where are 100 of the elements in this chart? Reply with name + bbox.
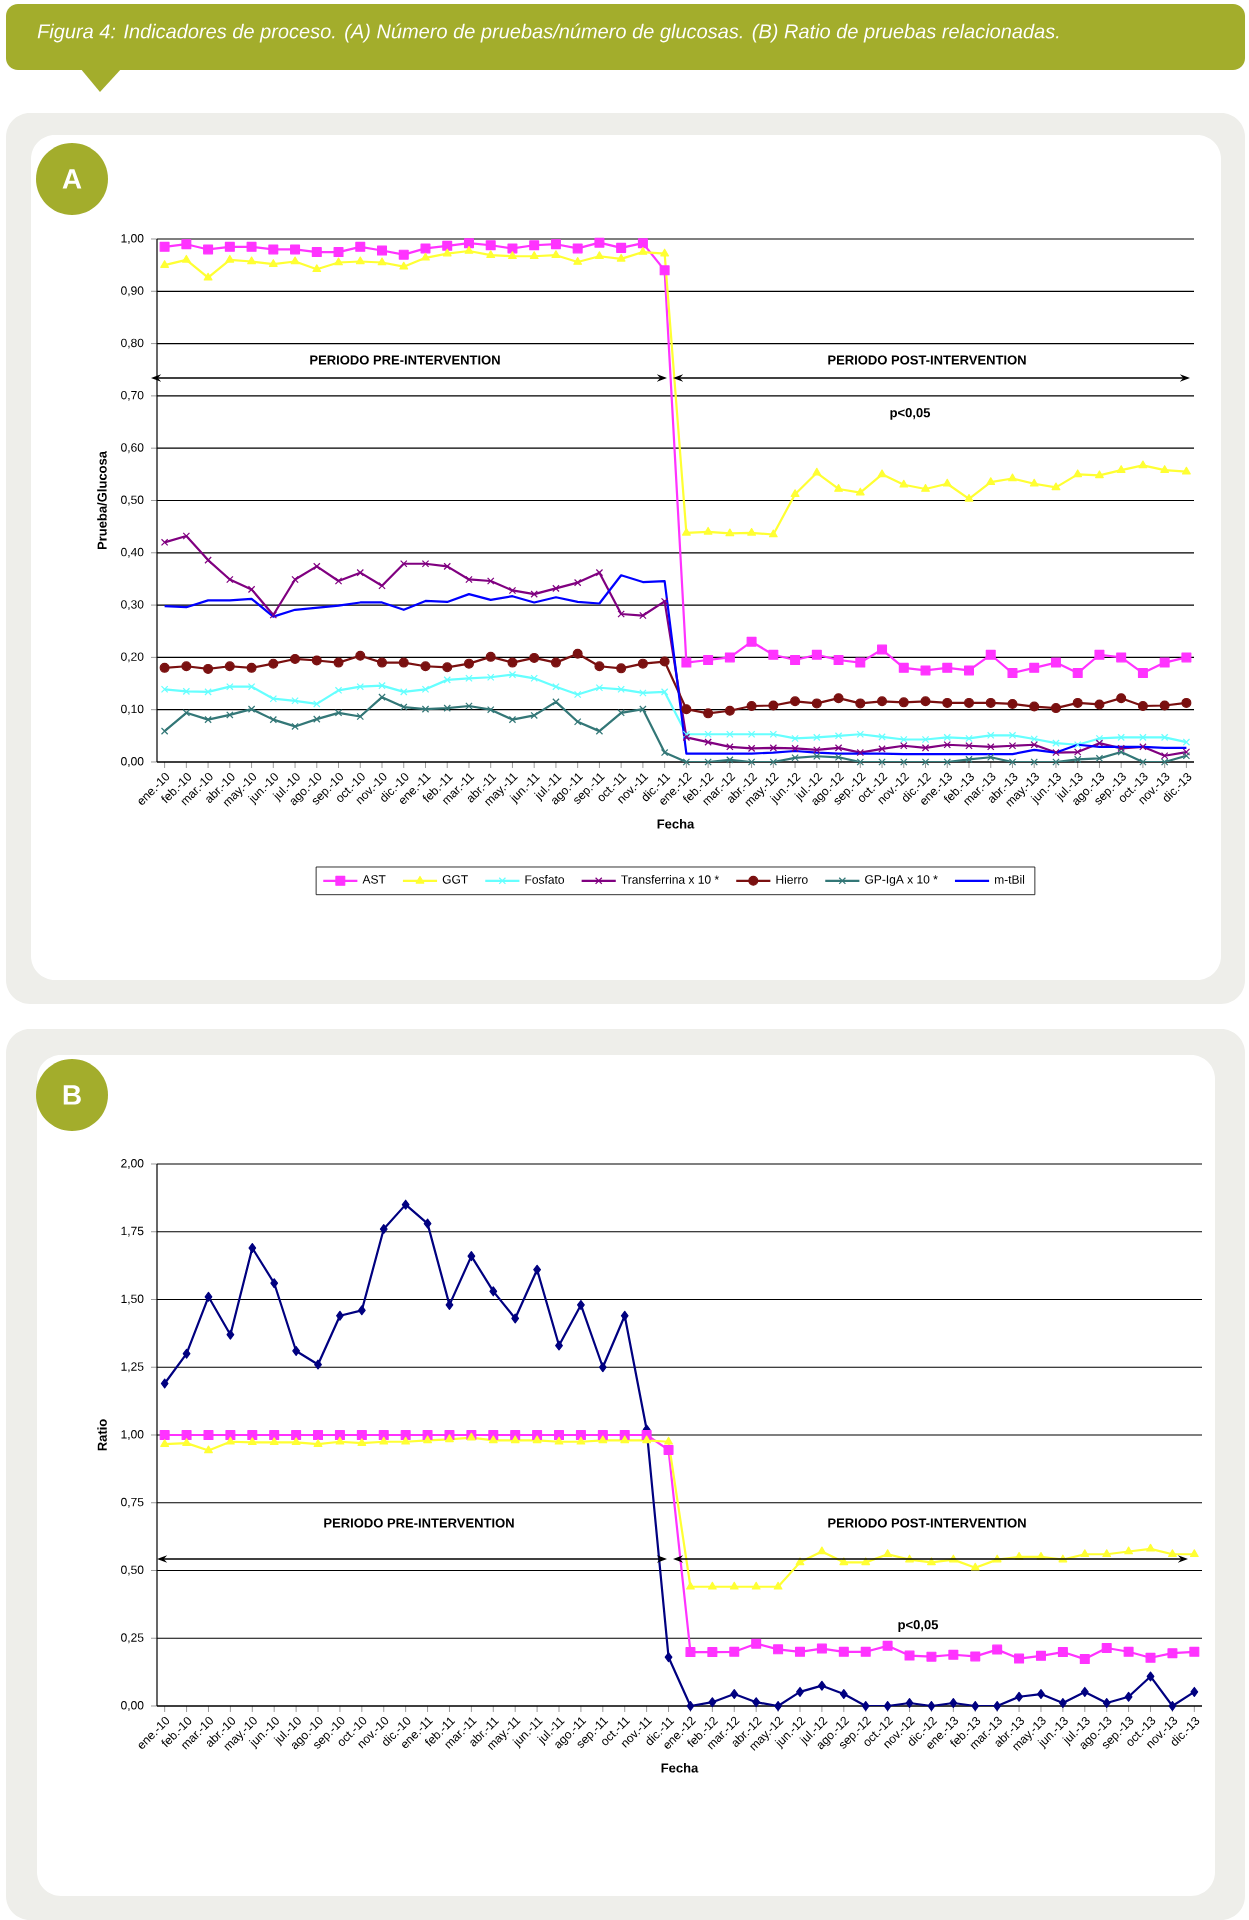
- x-axis-title: Fecha: [661, 1763, 699, 1773]
- point: [160, 727, 169, 735]
- point: [573, 578, 582, 587]
- point: [883, 1549, 893, 1558]
- point: [794, 1646, 805, 1657]
- point: [811, 698, 822, 709]
- point: [1029, 701, 1040, 712]
- point: [965, 734, 973, 743]
- point: [833, 655, 844, 665]
- point: [270, 1278, 279, 1289]
- y-tick-label: 0,75: [121, 1497, 144, 1508]
- point: [399, 261, 409, 270]
- point: [1080, 1549, 1090, 1558]
- point: [1181, 466, 1191, 475]
- point: [203, 1429, 214, 1440]
- y-tick-label: 1,00: [121, 234, 144, 244]
- point: [246, 241, 257, 252]
- point: [1124, 1546, 1134, 1555]
- point: [773, 1581, 783, 1590]
- point: [268, 658, 279, 669]
- y-tick-label: 0,00: [121, 757, 144, 767]
- point: [620, 1310, 629, 1321]
- point: [485, 240, 496, 251]
- point: [1095, 470, 1104, 479]
- point: [489, 1286, 498, 1297]
- legend-label: AST: [362, 875, 386, 884]
- point: [160, 1439, 170, 1447]
- point: [790, 655, 801, 665]
- point: [768, 700, 779, 711]
- point: [1182, 738, 1191, 746]
- point: [768, 529, 778, 538]
- point: [747, 744, 756, 753]
- point: [421, 560, 430, 568]
- point: [729, 1581, 739, 1590]
- point: [659, 656, 670, 667]
- point: [576, 1436, 586, 1445]
- chart-title: B: [63, 1085, 81, 1105]
- point: [421, 685, 430, 693]
- point: [247, 1437, 257, 1446]
- point: [948, 1649, 959, 1660]
- point: [1159, 657, 1170, 668]
- point: [160, 685, 169, 693]
- point: [642, 1435, 652, 1444]
- point: [899, 479, 909, 488]
- point: [247, 705, 256, 713]
- legend-label: Fosfato: [525, 874, 565, 884]
- point: [943, 733, 951, 742]
- point: [660, 748, 669, 757]
- point: [1137, 701, 1148, 712]
- point: [1146, 1543, 1155, 1552]
- point: [573, 256, 583, 265]
- point: [355, 241, 366, 252]
- point: [860, 1646, 871, 1657]
- point: [769, 758, 778, 766]
- point: [577, 1299, 585, 1310]
- point: [1145, 1652, 1156, 1663]
- point: [1094, 699, 1105, 710]
- point: [334, 577, 343, 585]
- point: [313, 715, 321, 723]
- point: [334, 686, 343, 695]
- point: [226, 1329, 235, 1340]
- point: [904, 1650, 915, 1661]
- point: [554, 1429, 565, 1440]
- point: [1095, 739, 1104, 747]
- point: [487, 577, 495, 585]
- point: [530, 590, 538, 598]
- point: [182, 1348, 191, 1359]
- point: [993, 1700, 1002, 1711]
- point: [442, 240, 453, 251]
- point: [204, 715, 212, 724]
- point: [552, 698, 560, 706]
- point: [182, 532, 191, 540]
- point: [985, 649, 996, 660]
- y-tick-label: 1,75: [121, 1226, 144, 1237]
- point: [532, 1435, 542, 1444]
- point: [1181, 697, 1192, 708]
- point: [708, 1697, 717, 1708]
- point: [226, 682, 234, 691]
- point: [1116, 465, 1126, 473]
- point: [1051, 482, 1061, 491]
- point: [552, 584, 560, 593]
- point: [856, 758, 865, 766]
- point: [660, 688, 669, 696]
- point: [204, 1291, 213, 1302]
- point: [159, 241, 170, 252]
- point: [1123, 1646, 1134, 1657]
- point: [225, 1429, 236, 1440]
- point: [774, 1700, 782, 1711]
- point: [1160, 758, 1169, 766]
- point: [1138, 460, 1148, 469]
- point: [313, 1439, 323, 1447]
- point: [508, 586, 517, 595]
- annotation: PERIODO POST-INTERVENTION: [828, 355, 1026, 365]
- point: [510, 1435, 520, 1444]
- y-tick-label: 2,00: [121, 1159, 144, 1169]
- point: [883, 1700, 892, 1711]
- point: [292, 1345, 301, 1356]
- point: [443, 562, 451, 571]
- point: [791, 754, 799, 762]
- point: [970, 1562, 980, 1571]
